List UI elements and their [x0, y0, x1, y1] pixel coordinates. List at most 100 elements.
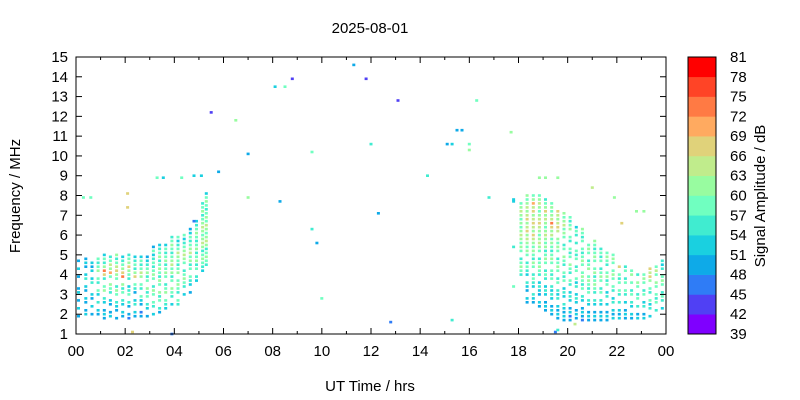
- data-point: [176, 235, 180, 239]
- data-point: [550, 261, 554, 265]
- data-point: [568, 255, 572, 259]
- data-point: [537, 217, 541, 221]
- data-point: [121, 310, 125, 314]
- y-axis-label: Frequency / MHz: [7, 139, 24, 253]
- data-point: [127, 269, 131, 272]
- data-point: [556, 289, 560, 292]
- data-point: [170, 303, 174, 306]
- data-point: [176, 271, 180, 274]
- data-point: [127, 293, 131, 296]
- data-point: [170, 291, 174, 294]
- data-point: [580, 310, 584, 314]
- data-point: [574, 281, 578, 284]
- data-point: [562, 279, 566, 282]
- data-point: [587, 247, 591, 251]
- colorbar: 39 42 45 48 51 54 57 60 63 66 69 72 75 78 81: [687, 49, 747, 343]
- data-point: [519, 202, 523, 205]
- colorbar-tick-label: 72: [730, 108, 747, 125]
- data-point: [201, 237, 205, 241]
- data-point: [636, 273, 640, 276]
- colorbar-label: Signal Amplitude / dB: [752, 125, 769, 268]
- data-point: [77, 275, 80, 278]
- data-point: [188, 267, 192, 270]
- data-point: [151, 289, 155, 292]
- data-point: [654, 301, 658, 304]
- data-point: [648, 271, 652, 274]
- data-point: [531, 245, 535, 249]
- data-point: [611, 301, 615, 304]
- data-point: [574, 269, 578, 272]
- data-point: [151, 273, 155, 276]
- data-point: [611, 269, 615, 272]
- data-point: [273, 85, 277, 88]
- data-point: [568, 299, 572, 302]
- data-point: [599, 271, 603, 274]
- data-point: [151, 245, 155, 249]
- data-point: [593, 267, 597, 270]
- data-point: [580, 263, 584, 266]
- data-point: [170, 267, 174, 270]
- data-point: [121, 299, 125, 302]
- colorbar-tick-label: 66: [730, 148, 747, 165]
- data-point: [164, 283, 168, 286]
- data-point: [204, 219, 208, 223]
- data-point: [574, 257, 578, 261]
- data-point: [209, 111, 213, 114]
- data-point: [133, 275, 137, 278]
- data-point: [426, 174, 429, 177]
- data-point: [550, 253, 554, 257]
- data-point: [96, 312, 100, 316]
- data-point: [158, 271, 162, 274]
- data-point: [550, 237, 554, 241]
- data-point: [553, 330, 557, 334]
- colorbar-tick-label: 39: [730, 326, 747, 343]
- data-point: [580, 271, 584, 274]
- data-point: [246, 196, 250, 199]
- data-point: [90, 261, 94, 265]
- data-point: [660, 275, 664, 278]
- data-point: [188, 255, 192, 259]
- data-point: [587, 283, 591, 286]
- data-point: [574, 297, 578, 300]
- data-point: [556, 316, 560, 320]
- data-point: [636, 312, 640, 316]
- data-point: [108, 255, 112, 259]
- data-point: [556, 257, 560, 261]
- data-point: [151, 257, 155, 261]
- data-point: [642, 301, 646, 304]
- data-point: [182, 277, 186, 280]
- data-point: [605, 310, 609, 314]
- data-point: [102, 297, 106, 300]
- data-point: [537, 273, 541, 276]
- data-point: [544, 225, 547, 229]
- data-point: [550, 285, 554, 288]
- data-point: [170, 239, 174, 243]
- data-point: [84, 309, 88, 312]
- data-point: [145, 279, 149, 282]
- data-point: [580, 235, 584, 239]
- data-point: [617, 265, 621, 268]
- data-point: [580, 314, 584, 318]
- data-point: [139, 267, 143, 270]
- data-point: [164, 291, 168, 294]
- x-tick-label: 00: [68, 343, 85, 360]
- data-point: [623, 312, 627, 316]
- colorbar-tick-label: 60: [730, 188, 747, 205]
- data-point: [605, 279, 609, 282]
- data-point: [660, 259, 664, 263]
- data-point: [556, 265, 560, 268]
- data-point: [599, 267, 603, 270]
- data-point: [642, 281, 646, 284]
- data-point: [605, 303, 609, 306]
- data-point: [195, 259, 198, 263]
- data-point: [574, 316, 578, 320]
- data-point: [654, 293, 658, 296]
- data-point: [556, 277, 560, 280]
- data-point: [630, 273, 634, 276]
- data-point: [90, 305, 94, 308]
- data-point: [630, 301, 634, 304]
- data-point: [84, 265, 88, 268]
- data-point: [605, 275, 609, 278]
- data-point: [352, 63, 356, 67]
- data-point: [195, 255, 198, 259]
